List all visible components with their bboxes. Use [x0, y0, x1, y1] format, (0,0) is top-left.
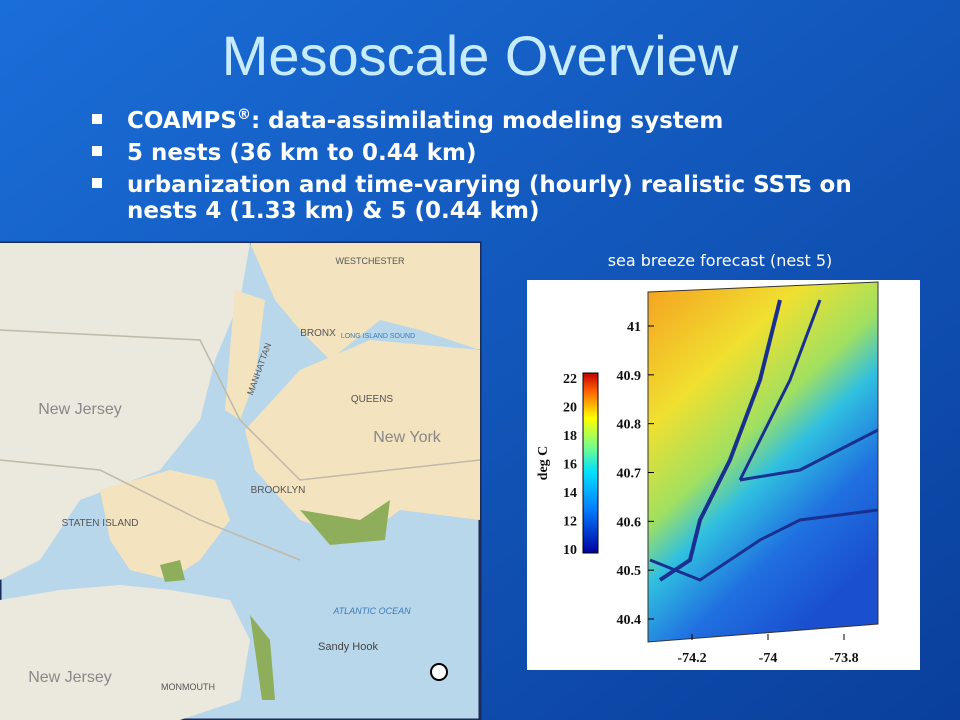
y-tick-label: 40.8 — [617, 418, 642, 433]
colorbar-tick-label: 20 — [563, 401, 577, 416]
colorbar-label: deg C — [536, 446, 551, 481]
y-tick-label: 40.6 — [617, 515, 642, 530]
colorbar-tick-label: 18 — [563, 429, 577, 444]
y-tick-label: 40.5 — [617, 564, 642, 579]
bullet: urbanization and time-varying (hourly) r… — [127, 172, 852, 198]
caption: sea breeze forecast (nest 5) — [608, 251, 833, 270]
y-tick-label: 40.9 — [617, 369, 642, 384]
map-label: WESTCHESTER — [335, 256, 405, 266]
colorbar-tick-label: 10 — [563, 543, 577, 558]
bullet-marker — [92, 114, 102, 124]
map-label: QUEENS — [351, 394, 394, 405]
bullet: nests 4 (1.33 km) & 5 (0.44 km) — [127, 198, 540, 224]
map-label: New Jersey — [28, 669, 112, 686]
colorbar-tick-label: 22 — [563, 372, 577, 387]
title: Mesoscale Overview — [222, 24, 739, 87]
map-label: MONMOUTH — [161, 682, 215, 692]
bullet: COAMPS®: data-assimilating modeling syst… — [127, 107, 723, 134]
superscript: ® — [237, 107, 251, 123]
bullet-text: COAMPS — [127, 108, 237, 134]
map-label: STATEN ISLAND — [62, 518, 139, 529]
map-label: New Jersey — [38, 401, 122, 418]
y-tick-label: 41 — [627, 320, 641, 335]
bullet-marker — [92, 178, 102, 188]
bullet-text: : data-assimilating modeling system — [251, 108, 723, 134]
x-tick-label: -73.8 — [829, 651, 858, 666]
y-tick-label: 40.4 — [617, 613, 642, 628]
bullet: 5 nests (36 km to 0.44 km) — [127, 140, 477, 166]
forecast-figure: deg C 22 20 18 16 14 12 10 41 40.9 40.8 40.7 40.6 40… — [527, 280, 920, 670]
map-label: Sandy Hook — [318, 641, 378, 653]
map-label: BROOKLYN — [251, 485, 306, 496]
bullet-marker — [92, 146, 102, 156]
map-label: BRONX — [300, 328, 336, 339]
map-label: ATLANTIC OCEAN — [332, 606, 411, 616]
x-tick-label: -74.2 — [677, 651, 706, 666]
colorbar-tick-label: 14 — [563, 486, 577, 501]
map-label: New York — [373, 429, 442, 446]
y-tick-label: 40.7 — [617, 467, 642, 482]
colorbar-tick-label: 12 — [563, 515, 577, 530]
map-label: LONG ISLAND SOUND — [341, 333, 415, 340]
x-tick-label: -74 — [759, 651, 778, 666]
colorbar-tick-label: 16 — [563, 458, 577, 473]
